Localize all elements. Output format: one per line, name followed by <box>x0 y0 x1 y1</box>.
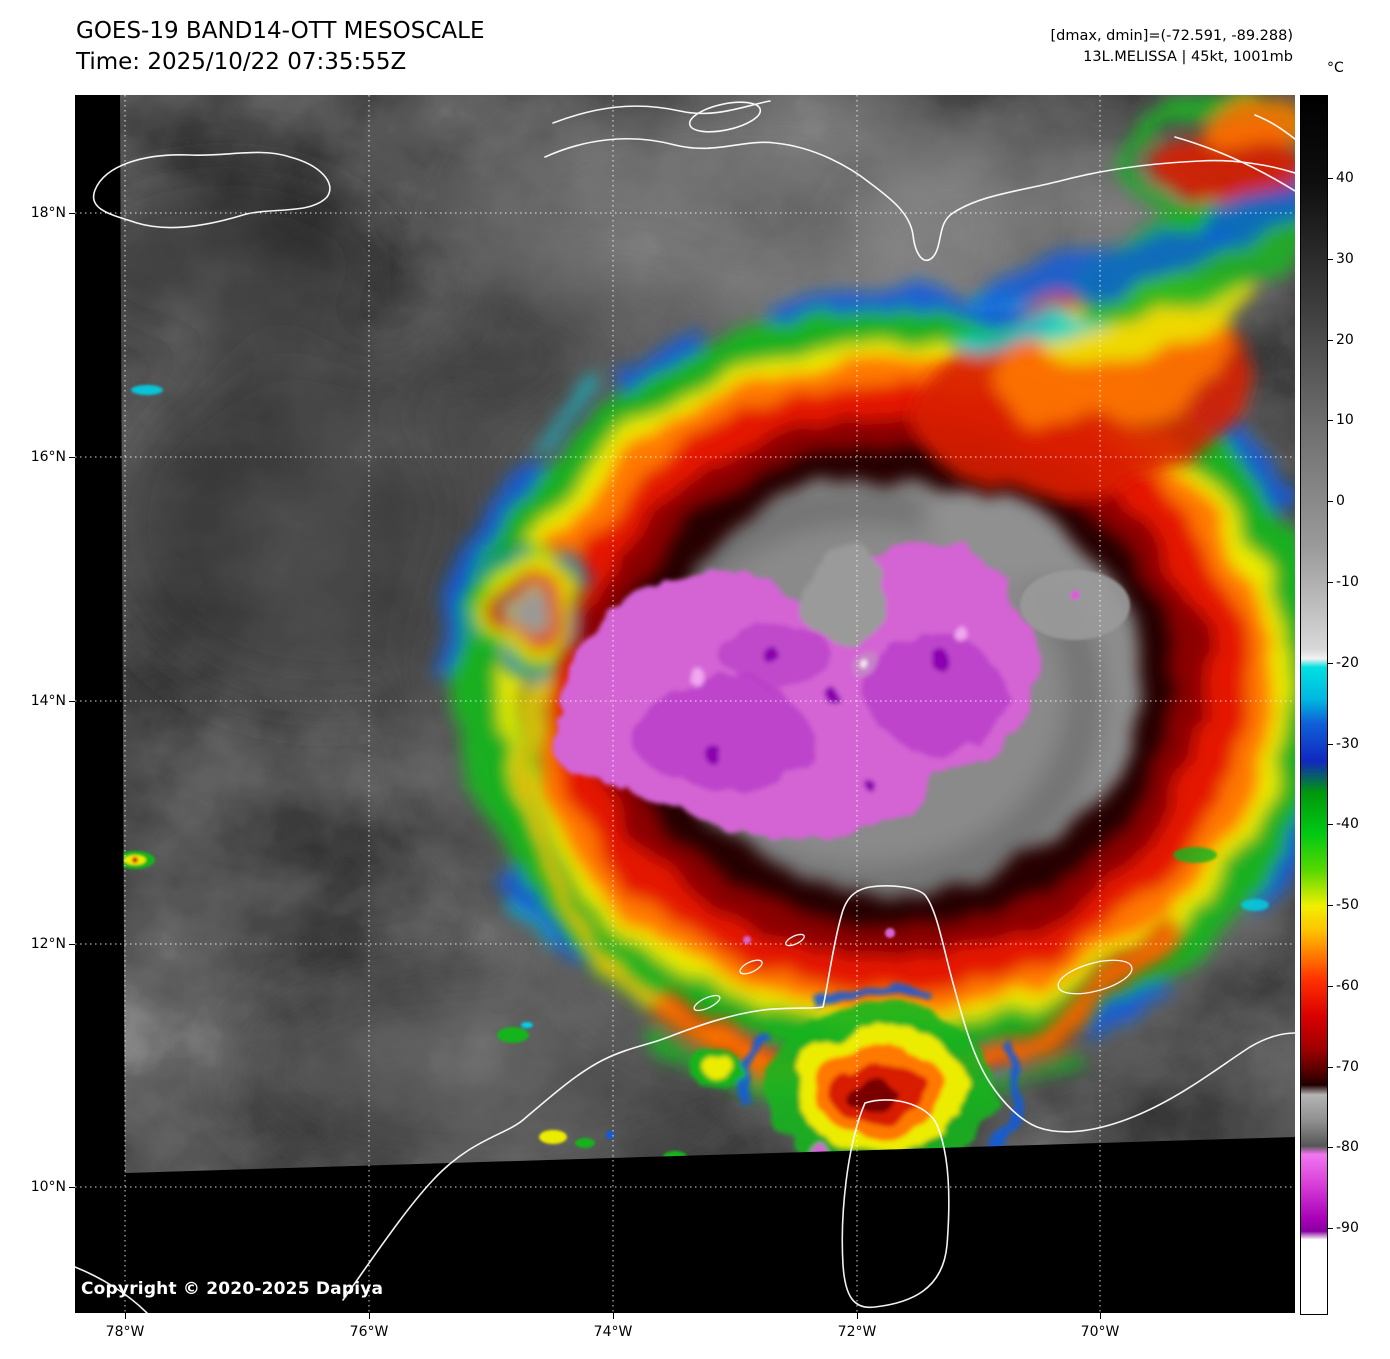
colorbar-tick <box>1328 582 1333 583</box>
colorbar-tick-label: -70 <box>1336 1059 1359 1075</box>
coastline-hispaniola-south <box>544 137 1296 262</box>
colorbar-tick-label: -80 <box>1336 1139 1359 1155</box>
colorbar-tick-label: -60 <box>1336 978 1359 994</box>
coastline-bottom-left <box>74 1266 148 1314</box>
lon-tick <box>857 1313 858 1319</box>
storm-info: 13L.MELISSA | 45kt, 1001mb <box>1083 49 1293 65</box>
island-gonave <box>688 101 762 133</box>
colorbar-tick-label: 0 <box>1336 493 1345 509</box>
gridlines <box>75 95 1295 1313</box>
dmax-dmin-readout: [dmax, dmin]=(-72.591, -89.288) <box>1050 28 1294 44</box>
satellite-map-panel: Copyright © 2020-2025 Dapiya <box>74 95 1296 1314</box>
lat-tick <box>69 457 75 458</box>
lat-tick <box>69 701 75 702</box>
colorbar-tick <box>1328 178 1333 179</box>
lon-tick <box>613 1313 614 1319</box>
colorbar-tick-label: 10 <box>1336 412 1354 428</box>
colorbar-tick <box>1328 1067 1333 1068</box>
colorbar-tick-label: -50 <box>1336 897 1359 913</box>
colorbar-tick <box>1328 501 1333 502</box>
lon-label: 70°W <box>1080 1324 1120 1340</box>
coastline-top-right-2 <box>1254 114 1296 140</box>
colorbar-tick-label: 20 <box>1336 332 1354 348</box>
lon-tick <box>125 1313 126 1319</box>
colorbar-tick-label: -10 <box>1336 574 1359 590</box>
colorbar-tick-label: -90 <box>1336 1220 1359 1236</box>
lon-tick <box>1100 1313 1101 1319</box>
colorbar <box>1300 95 1328 1315</box>
lat-tick <box>69 213 75 214</box>
lat-tick <box>69 1187 75 1188</box>
coastline-south-america <box>342 885 1296 1301</box>
cold-core-magenta <box>551 542 1038 842</box>
lat-label: 12°N <box>30 936 66 952</box>
coastlines <box>74 100 1296 1314</box>
lat-label: 10°N <box>30 1179 66 1195</box>
southern-convection <box>690 985 1020 1173</box>
colorbar-tick-label: 40 <box>1336 170 1354 186</box>
small-specks <box>120 385 1269 1163</box>
lat-tick <box>69 944 75 945</box>
colorbar-unit-label: °C <box>1327 60 1344 76</box>
colorbar-tick <box>1328 259 1333 260</box>
colorbar-tick <box>1328 1228 1333 1229</box>
colorbar-tick <box>1328 744 1333 745</box>
coastline-jamaica <box>92 151 331 229</box>
header-right: [dmax, dmin]=(-72.591, -89.288) 13L.MELI… <box>1051 26 1294 68</box>
satellite-data-layer <box>120 95 1295 1173</box>
timestamp: Time: 2025/10/22 07:35:55Z <box>76 49 407 75</box>
lon-label: 78°W <box>105 1324 145 1340</box>
lon-tick <box>369 1313 370 1319</box>
northeast-convection <box>917 95 1295 495</box>
colorbar-tick <box>1328 986 1333 987</box>
colorbar-tick-label: -40 <box>1336 816 1359 832</box>
header-left: GOES-19 BAND14-OTT MESOSCALE Time: 2025/… <box>76 16 485 78</box>
lat-label: 14°N <box>30 693 66 709</box>
island-abc-2 <box>739 959 763 975</box>
colorbar-tick <box>1328 663 1333 664</box>
lat-label: 18°N <box>30 205 66 221</box>
lat-label: 16°N <box>30 449 66 465</box>
coastline-hispaniola-north <box>552 100 771 124</box>
lon-label: 76°W <box>349 1324 389 1340</box>
island-abc-1 <box>693 994 721 1012</box>
copyright-notice: Copyright © 2020-2025 Dapiya <box>81 1279 384 1299</box>
colorbar-tick <box>1328 824 1333 825</box>
coastline-top-right <box>1174 136 1296 192</box>
colorbar-tick <box>1328 420 1333 421</box>
colorbar-tick <box>1328 905 1333 906</box>
colorbar-tick-label: 30 <box>1336 251 1354 267</box>
lon-label: 74°W <box>593 1324 633 1340</box>
lon-label: 72°W <box>837 1324 877 1340</box>
satellite-image <box>74 95 1296 1314</box>
colorbar-tick-label: -20 <box>1336 655 1359 671</box>
colorbar-tick-label: -30 <box>1336 736 1359 752</box>
colorbar-tick <box>1328 340 1333 341</box>
page-title: GOES-19 BAND14-OTT MESOSCALE <box>76 18 485 44</box>
island-offshore <box>1057 959 1133 995</box>
lake-maracaibo <box>841 1099 950 1309</box>
colorbar-tick <box>1328 1147 1333 1148</box>
